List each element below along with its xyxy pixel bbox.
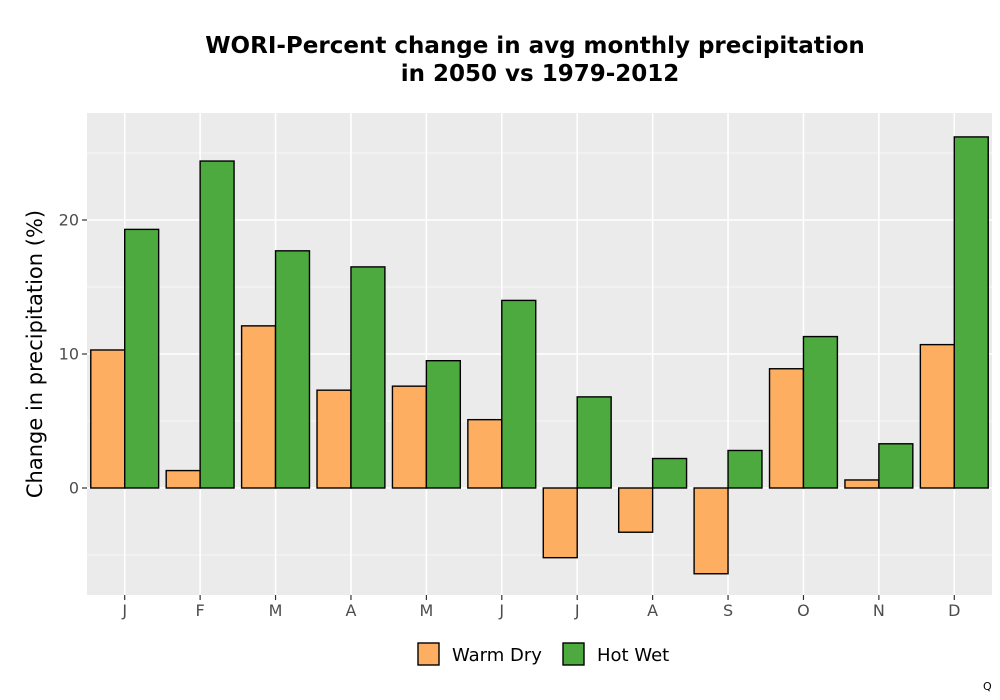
bar-hot-wet bbox=[199, 160, 235, 489]
legend-label: Warm Dry bbox=[452, 645, 542, 666]
bar-hot-wet bbox=[953, 136, 989, 489]
x-tick-label: M bbox=[419, 601, 433, 620]
legend-key bbox=[562, 642, 585, 666]
legend-label: Hot Wet bbox=[597, 645, 669, 666]
bars bbox=[90, 136, 989, 575]
bar-hot-wet bbox=[802, 335, 839, 489]
x-tick-label: O bbox=[797, 601, 810, 620]
corner-mark: Q bbox=[983, 680, 992, 693]
y-axis-title: Change in precipitation (%) bbox=[23, 210, 47, 498]
x-tick-label: A bbox=[647, 601, 658, 620]
bar-hot-wet bbox=[727, 449, 763, 489]
y-axis-ticks: 0 10 20 bbox=[59, 211, 87, 498]
bar-warm-dry bbox=[844, 479, 880, 489]
bar-hot-wet bbox=[651, 457, 688, 489]
bar-hot-wet bbox=[576, 396, 612, 489]
grid-minor bbox=[87, 152, 992, 556]
bar-warm-dry bbox=[617, 487, 654, 533]
chart-title: WORI-Percent change in avg monthly preci… bbox=[205, 33, 865, 59]
x-tick-label: S bbox=[723, 601, 733, 620]
bar-warm-dry bbox=[90, 349, 126, 489]
y-tick-label: 20 bbox=[59, 211, 79, 230]
bar-warm-dry bbox=[316, 389, 352, 489]
y-tick-label: 0 bbox=[69, 479, 79, 498]
legend: Warm Dry Hot Wet bbox=[417, 642, 669, 666]
legend-key bbox=[417, 642, 440, 666]
x-tick-label: M bbox=[269, 601, 283, 620]
bar-warm-dry bbox=[768, 368, 805, 489]
bar-warm-dry bbox=[693, 487, 729, 575]
x-tick-label: J bbox=[121, 601, 127, 620]
bar-warm-dry bbox=[165, 469, 201, 489]
bar-warm-dry bbox=[542, 487, 578, 559]
bar-warm-dry bbox=[391, 385, 428, 489]
x-tick-label: A bbox=[345, 601, 356, 620]
bar-warm-dry bbox=[919, 343, 955, 489]
bar-hot-wet bbox=[274, 250, 311, 489]
bar-hot-wet bbox=[878, 443, 914, 489]
bar-warm-dry bbox=[467, 418, 503, 489]
bar-hot-wet bbox=[350, 266, 386, 489]
bar-hot-wet bbox=[425, 360, 462, 489]
x-tick-label: F bbox=[196, 601, 205, 620]
bar-warm-dry bbox=[240, 325, 277, 489]
x-tick-label: D bbox=[948, 601, 960, 620]
bar-hot-wet bbox=[124, 228, 160, 489]
chart-subtitle: in 2050 vs 1979-2012 bbox=[401, 61, 680, 87]
x-tick-label: J bbox=[498, 601, 504, 620]
x-tick-label: J bbox=[574, 601, 580, 620]
y-tick-label: 10 bbox=[59, 345, 79, 364]
bar-hot-wet bbox=[501, 299, 537, 489]
x-tick-label: N bbox=[873, 601, 885, 620]
